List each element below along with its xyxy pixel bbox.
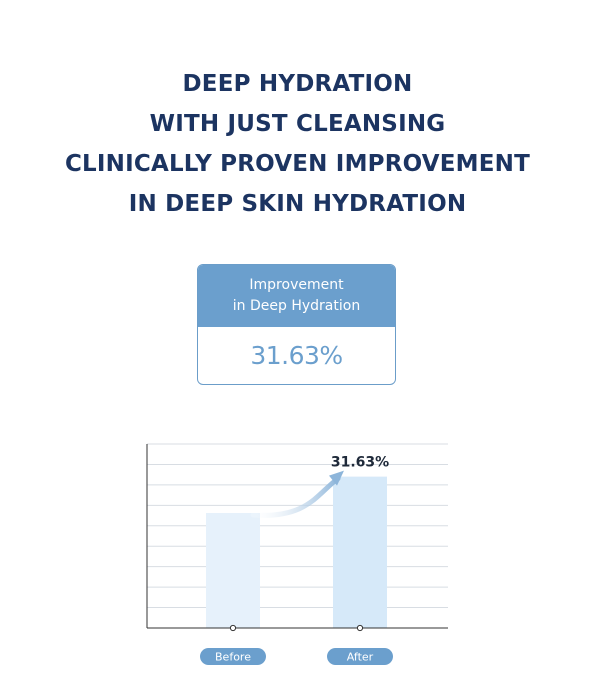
category-text-after: After bbox=[347, 651, 374, 664]
category-text-before: Before bbox=[215, 651, 251, 664]
chart-labels: 31.63% Before After bbox=[200, 455, 393, 665]
stat-card: Improvement in Deep Hydration 31.63% bbox=[197, 264, 396, 385]
chart-arrow bbox=[250, 470, 344, 518]
headline-line-1: DEEP HYDRATION bbox=[182, 71, 413, 97]
bar-before bbox=[206, 513, 260, 628]
category-pill-after bbox=[327, 648, 393, 665]
chart-gridlines bbox=[147, 443, 448, 609]
headline-line-2: WITH JUST CLEANSING bbox=[149, 111, 446, 137]
category-label-after: After bbox=[327, 648, 393, 665]
headline: DEEP HYDRATION WITH JUST CLEANSING CLINI… bbox=[0, 64, 595, 224]
x-tick-before bbox=[229, 624, 237, 632]
data-label-after: 31.63% bbox=[331, 455, 389, 471]
increase-arrow bbox=[250, 476, 341, 518]
chart-axes bbox=[146, 444, 448, 632]
category-pill-before bbox=[200, 648, 266, 665]
stat-card-label-line-1: Improvement bbox=[249, 277, 344, 293]
stat-card-value: 31.63% bbox=[250, 341, 343, 370]
headline-line-3: CLINICALLY PROVEN IMPROVEMENT bbox=[64, 151, 531, 177]
chart-bars bbox=[206, 476, 387, 628]
stat-card-header: Improvement in Deep Hydration bbox=[198, 265, 395, 327]
category-label-before: Before bbox=[200, 648, 266, 665]
increase-arrow-head bbox=[329, 470, 344, 486]
stat-card-label-line-2: in Deep Hydration bbox=[232, 298, 361, 314]
headline-line-4: IN DEEP SKIN HYDRATION bbox=[128, 191, 467, 217]
x-tick-after bbox=[356, 624, 364, 632]
bar-after bbox=[333, 476, 387, 628]
